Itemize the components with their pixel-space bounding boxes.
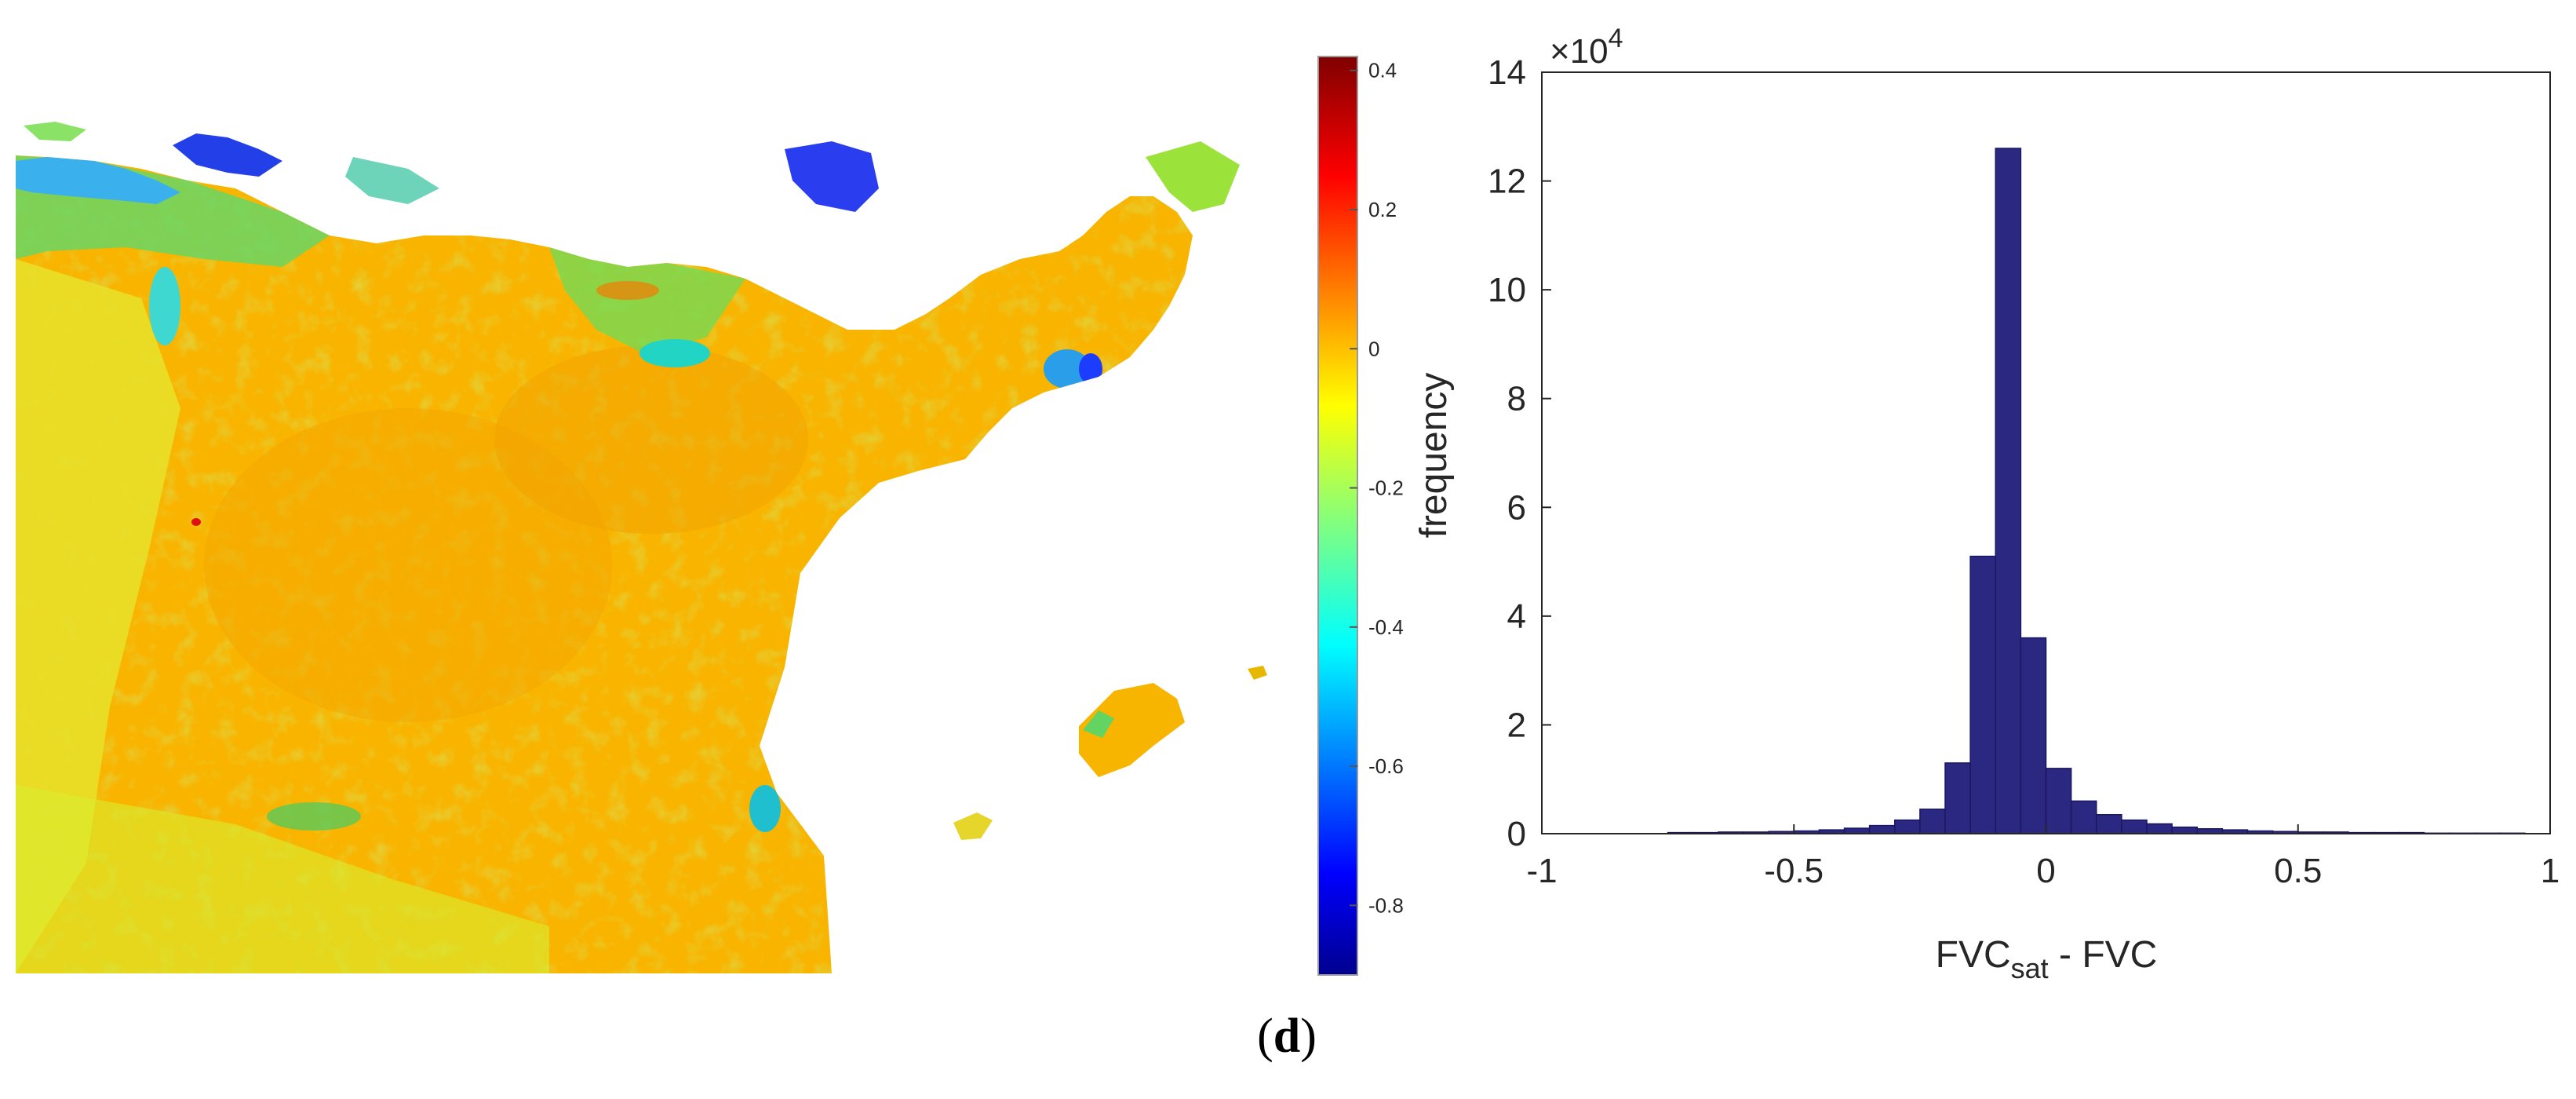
map-patch-cyan-2 bbox=[639, 339, 710, 367]
x-axis-label-suffix: - FVC bbox=[2049, 934, 2158, 976]
histogram-bar bbox=[1868, 824, 1896, 834]
map-north-scatter bbox=[345, 157, 439, 204]
colorbar-tick-label: 0.4 bbox=[1368, 59, 1397, 82]
x-tick-label: -0.5 bbox=[1764, 852, 1824, 890]
y-tick-label: 8 bbox=[1507, 380, 1526, 418]
histogram-bar bbox=[1944, 762, 1971, 834]
map-northeast-green-fragments bbox=[1146, 141, 1240, 212]
histogram-bar bbox=[1919, 809, 1946, 834]
map-region-southwest bbox=[16, 785, 549, 973]
histogram: -1 -0.5 0 0.5 1 0 2 4 6 8 10 12 14 frequency ×104 F… bbox=[1413, 24, 2560, 984]
x-tick-label: 0 bbox=[2036, 852, 2055, 890]
map-patch-blue-1 bbox=[1079, 353, 1102, 385]
histogram-bar bbox=[1969, 555, 1996, 834]
histogram-bar bbox=[2070, 800, 2097, 834]
fvc-difference-map bbox=[16, 122, 1267, 973]
y-tick-label: 12 bbox=[1488, 162, 1526, 201]
map-patch-green-1 bbox=[885, 565, 904, 581]
colorbar-tick-label: -0.2 bbox=[1368, 476, 1404, 500]
map-region-northeast-green bbox=[549, 247, 745, 353]
histogram-bar bbox=[2171, 826, 2198, 834]
map-patch-cyan-4 bbox=[749, 785, 781, 832]
histogram-bar bbox=[2121, 819, 2148, 834]
caption-letter: d bbox=[1273, 1010, 1301, 1063]
y-tick-label: 14 bbox=[1488, 53, 1526, 92]
y-exponent-label: ×104 bbox=[1550, 24, 1623, 71]
y-tick-label: 2 bbox=[1507, 706, 1526, 744]
map-patch-cyan-1 bbox=[149, 267, 180, 345]
y-tick-label: 0 bbox=[1507, 815, 1526, 853]
map-patch-red-1 bbox=[191, 518, 201, 526]
colorbar-tick-label: 0.2 bbox=[1368, 198, 1397, 221]
histogram-bar bbox=[2096, 814, 2122, 834]
map-patch-cyan-3 bbox=[1044, 349, 1091, 389]
map-northeast-blue bbox=[785, 141, 879, 212]
map-island-large-edge bbox=[1083, 710, 1114, 738]
y-exponent-power: 4 bbox=[1609, 24, 1623, 53]
x-tick-label: -1 bbox=[1526, 852, 1557, 890]
x-tick-label: 0.5 bbox=[2274, 852, 2322, 890]
colorbar-gradient bbox=[1317, 56, 1358, 976]
caption-close: ) bbox=[1300, 1010, 1317, 1063]
colorbar-tick-label: 0 bbox=[1368, 337, 1379, 360]
histogram-bar bbox=[2020, 637, 2047, 834]
colorbar: 0.4 0.2 0 -0.2 -0.4 -0.6 -0.8 bbox=[1317, 56, 1404, 976]
map-north-blue-patch bbox=[173, 133, 282, 177]
y-tick-label: 10 bbox=[1488, 271, 1526, 309]
colorbar-tick-label: -0.4 bbox=[1368, 615, 1404, 639]
y-tick-label: 6 bbox=[1507, 488, 1526, 527]
map-north-green-fragment bbox=[24, 122, 86, 141]
histogram-bar bbox=[1894, 819, 1921, 834]
map-patch-red-2 bbox=[596, 281, 659, 300]
y-axis-label: frequency bbox=[1413, 373, 1455, 539]
map-island-small bbox=[953, 812, 993, 840]
map-island-large bbox=[1079, 683, 1185, 777]
colorbar-tick-label: -0.6 bbox=[1368, 754, 1404, 778]
histogram-bar bbox=[2045, 768, 2072, 834]
map-island-tiny bbox=[1248, 666, 1267, 680]
histogram-bar bbox=[1843, 827, 1871, 834]
caption-open: ( bbox=[1257, 1010, 1273, 1063]
x-axis-label-subscript: sat bbox=[2011, 952, 2049, 984]
colorbar-tick-label: -0.8 bbox=[1368, 893, 1404, 917]
y-tick-label: 4 bbox=[1507, 597, 1526, 636]
map-region-east bbox=[494, 345, 808, 534]
x-tick-label: 1 bbox=[2541, 852, 2560, 890]
panel-caption: (d) bbox=[1177, 1009, 1397, 1064]
map-region-center bbox=[204, 408, 612, 722]
histogram-bar bbox=[2146, 823, 2173, 834]
histogram-bar bbox=[1995, 148, 2022, 834]
map-north-fragments bbox=[16, 157, 180, 204]
x-axis-label: FVCsat - FVC bbox=[1936, 934, 2158, 984]
map-patch-green-2 bbox=[267, 802, 361, 831]
